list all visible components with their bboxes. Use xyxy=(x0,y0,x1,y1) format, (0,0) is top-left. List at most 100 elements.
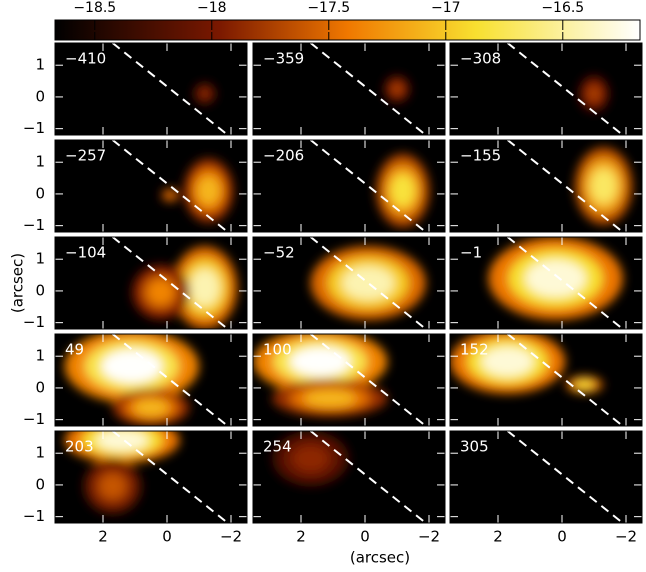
velocity-label: 152 xyxy=(460,341,489,359)
panel: −410 xyxy=(54,42,248,136)
velocity-label: −1 xyxy=(460,244,482,262)
colorbar-tick-label: −17 xyxy=(431,0,461,16)
emission xyxy=(450,334,604,394)
slit-line xyxy=(506,237,624,329)
emission xyxy=(64,334,199,426)
panel: −155 xyxy=(449,139,643,233)
emission xyxy=(310,246,426,320)
y-tick-label: −1 xyxy=(23,410,45,428)
panel-frame xyxy=(54,42,248,136)
colorbar xyxy=(54,19,641,41)
emission-blob xyxy=(147,279,174,305)
velocity-label: −52 xyxy=(263,244,295,262)
slit-line xyxy=(309,334,427,426)
velocity-label: −206 xyxy=(263,147,304,165)
velocity-label: −410 xyxy=(65,50,106,68)
slit-line xyxy=(506,43,624,135)
emission-blob xyxy=(165,191,175,199)
emission-blob xyxy=(289,347,351,377)
colorbar-tick-label: −16.5 xyxy=(541,0,584,16)
y-tick-label: −1 xyxy=(23,507,45,525)
slit-line xyxy=(506,140,624,232)
slit-line xyxy=(111,140,229,232)
velocity-label: 49 xyxy=(65,341,84,359)
slit-line xyxy=(111,43,229,135)
emission-blob xyxy=(590,168,617,204)
panel: 305 xyxy=(449,430,643,524)
emission xyxy=(488,237,623,320)
y-tick-label: 0 xyxy=(35,378,45,396)
panel-frame xyxy=(54,236,248,330)
slit-line xyxy=(506,431,624,523)
emission xyxy=(574,147,633,225)
x-axis-label: (arcsec) xyxy=(350,549,410,567)
emission xyxy=(64,431,180,514)
y-axis-label: (arcsec) xyxy=(9,253,27,313)
velocity-label: −308 xyxy=(460,50,501,68)
panel: 49 xyxy=(54,333,248,427)
x-tick-label: 0 xyxy=(360,528,370,546)
panel: −257 xyxy=(54,139,248,233)
y-tick-label: −1 xyxy=(23,119,45,137)
slit-line xyxy=(309,43,427,135)
emission-blob xyxy=(197,176,220,206)
panel: −104 xyxy=(54,236,248,330)
velocity-label: −104 xyxy=(65,244,106,262)
y-tick-label: 1 xyxy=(35,153,45,171)
panel-frame xyxy=(449,139,643,233)
slit-line xyxy=(309,237,427,329)
panel-frame xyxy=(449,236,643,330)
panel: 203 xyxy=(54,430,248,524)
panel-background xyxy=(253,43,445,135)
panel-frame xyxy=(252,139,446,233)
y-tick-label: −1 xyxy=(23,216,45,234)
x-tick-label: −2 xyxy=(615,528,637,546)
panel-frame xyxy=(54,333,248,427)
velocity-label: 203 xyxy=(65,438,94,456)
x-tick-label: 0 xyxy=(557,528,567,546)
emission-blob xyxy=(587,85,601,102)
panel-frame xyxy=(252,333,446,427)
panel: −1 xyxy=(449,236,643,330)
x-tick-label: 0 xyxy=(162,528,172,546)
slit-line xyxy=(309,140,427,232)
y-tick-label: 1 xyxy=(35,444,45,462)
emission xyxy=(253,334,388,417)
emission-blob xyxy=(525,259,586,298)
velocity-label: 305 xyxy=(460,438,489,456)
panel-frame xyxy=(252,236,446,330)
emission xyxy=(375,153,430,228)
emission-blob xyxy=(303,390,356,407)
panel: −52 xyxy=(252,236,446,330)
panel-frame xyxy=(252,430,446,524)
emission-blob xyxy=(342,266,395,300)
panel-frame xyxy=(54,139,248,233)
panel: −359 xyxy=(252,42,446,136)
emission-blob xyxy=(101,349,163,383)
y-tick-label: 0 xyxy=(35,475,45,493)
slit-line xyxy=(111,334,229,426)
x-tick-label: −2 xyxy=(220,528,242,546)
x-tick-label: −2 xyxy=(418,528,440,546)
x-tick-label: 2 xyxy=(98,528,108,546)
panel-frame xyxy=(54,430,248,524)
emission-blob xyxy=(133,399,169,416)
velocity-label: −359 xyxy=(263,50,304,68)
y-tick-label: 0 xyxy=(35,281,45,299)
panel-background xyxy=(450,43,642,135)
y-tick-label: 0 xyxy=(35,184,45,202)
emission-blob xyxy=(199,88,210,99)
colorbar-tick-label: −18 xyxy=(197,0,227,16)
emission-blob xyxy=(390,174,415,208)
y-tick-label: 1 xyxy=(35,56,45,74)
velocity-label: 100 xyxy=(263,341,292,359)
emission xyxy=(272,431,349,487)
panel-background xyxy=(450,431,642,523)
x-tick-label: 2 xyxy=(296,528,306,546)
slit-line xyxy=(111,237,229,329)
emission xyxy=(131,246,238,329)
velocity-label: −155 xyxy=(460,147,501,165)
y-tick-label: 1 xyxy=(35,347,45,365)
velocity-label: −257 xyxy=(65,147,106,165)
